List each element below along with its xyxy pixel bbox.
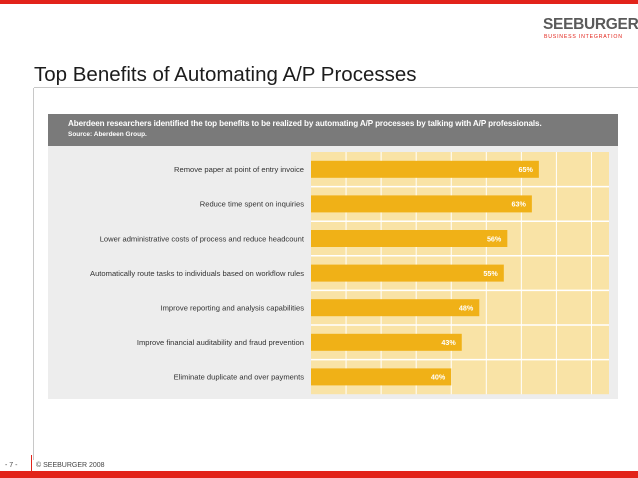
left-divider <box>33 88 34 460</box>
data-label: 55% <box>483 269 498 278</box>
logo-tagline: BUSINESS INTEGRATION <box>544 34 623 40</box>
category-label: Automatically route tasks to individuals… <box>90 269 304 278</box>
data-label: 65% <box>518 165 533 174</box>
page-number: - 7 - <box>5 462 18 469</box>
data-label: 63% <box>511 200 526 209</box>
bar <box>311 160 539 178</box>
category-label: Improve reporting and analysis capabilit… <box>160 304 304 313</box>
bottom-accent-bar <box>0 471 638 478</box>
title-divider <box>34 87 638 88</box>
data-label: 56% <box>487 234 502 243</box>
data-label: 43% <box>441 338 456 347</box>
footer-separator <box>31 455 32 471</box>
bar <box>311 333 462 351</box>
slide-title: Top Benefits of Automating A/P Processes <box>34 63 417 86</box>
data-label: 48% <box>459 304 474 313</box>
chart-source: Source: Aberdeen Group. <box>68 131 147 138</box>
chart-panel-header: Aberdeen researchers identified the top … <box>48 114 618 146</box>
top-accent-bar <box>0 0 638 4</box>
category-label: Eliminate duplicate and over payments <box>174 373 305 382</box>
category-label: Reduce time spent on inquiries <box>200 200 304 209</box>
category-label: Lower administrative costs of process an… <box>100 234 305 243</box>
bar <box>311 195 532 213</box>
data-label: 40% <box>431 373 446 382</box>
benefits-bar-chart: 65% Remove paper at point of entry invoic… <box>90 152 609 395</box>
chart-description: Aberdeen researchers identified the top … <box>68 119 542 128</box>
bar <box>311 368 452 386</box>
category-label: Improve financial auditability and fraud… <box>137 338 304 347</box>
logo-wordmark: SEEBURGER <box>543 16 638 33</box>
seeburger-logo: SEEBURGER BUSINESS INTEGRATION <box>543 17 638 43</box>
copyright-text: © SEEBURGER 2008 <box>36 462 105 469</box>
bar <box>311 230 508 247</box>
category-label: Remove paper at point of entry invoice <box>174 165 304 174</box>
bar <box>311 264 504 282</box>
bar <box>311 299 480 317</box>
